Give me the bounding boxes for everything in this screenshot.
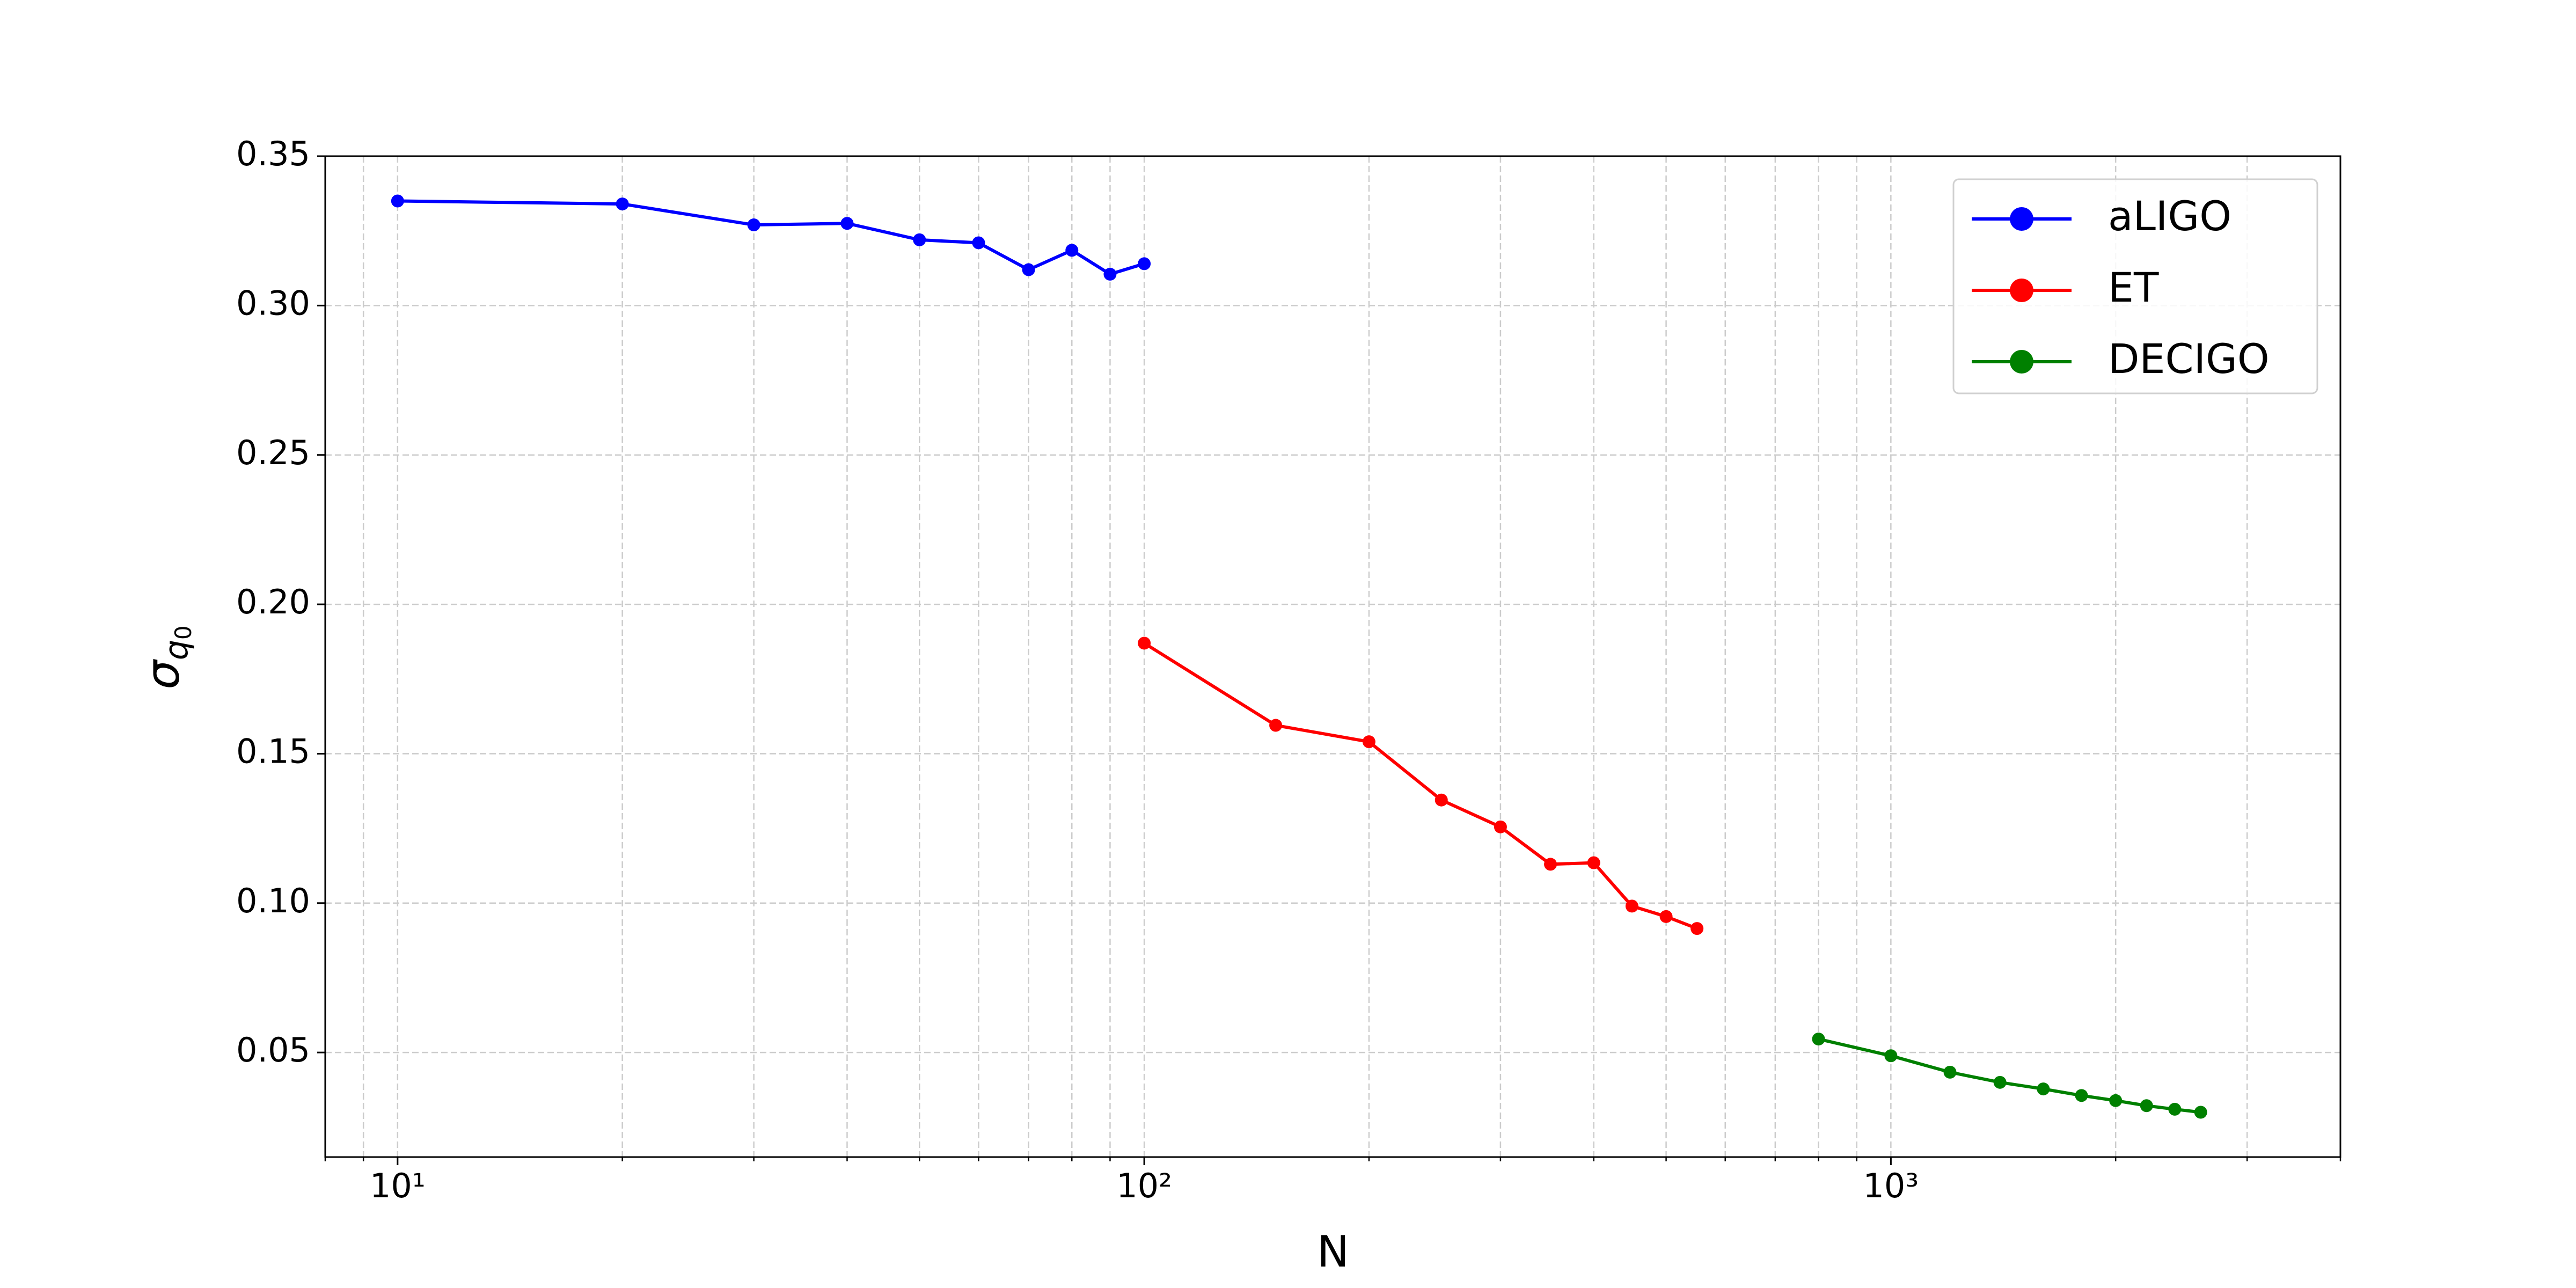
- legend-marker: [2010, 350, 2033, 374]
- data-point: [1659, 910, 1673, 923]
- data-point: [1812, 1033, 1825, 1046]
- data-point: [1435, 793, 1448, 807]
- data-point: [616, 197, 629, 211]
- data-point: [1494, 820, 1507, 833]
- data-point: [1103, 267, 1117, 281]
- y-tick-label: 0.10: [236, 881, 310, 920]
- series-line: [1143, 641, 1698, 930]
- data-point: [1362, 735, 1375, 749]
- x-axis-label: N: [1317, 1227, 1349, 1277]
- y-tick-label: 0.35: [236, 134, 310, 173]
- y-label-symbol: σ: [136, 659, 190, 690]
- data-point: [1587, 856, 1600, 869]
- legend-label: aLIGO: [2108, 192, 2231, 240]
- data-point: [2168, 1102, 2182, 1116]
- y-tick-label: 0.05: [236, 1030, 310, 1070]
- data-point: [1943, 1065, 1957, 1079]
- y-tick-label: 0.20: [236, 582, 310, 621]
- data-point: [747, 218, 760, 232]
- data-point: [1138, 636, 1151, 650]
- data-point: [2075, 1089, 2088, 1102]
- legend: aLIGO ET DECIGO: [1952, 178, 2318, 394]
- y-tick-label: 0.30: [236, 283, 310, 323]
- legend-label: ET: [2108, 264, 2159, 311]
- x-tick-label: 10²: [1116, 1166, 1172, 1205]
- y-axis-label: σq0: [136, 625, 196, 689]
- data-point: [1065, 244, 1079, 257]
- axes-frame: [324, 155, 2341, 1158]
- data-point: [913, 233, 926, 246]
- data-point: [1544, 858, 1557, 871]
- data-point: [1269, 719, 1283, 732]
- data-point: [2037, 1082, 2050, 1096]
- x-tick-label: 10³: [1863, 1166, 1919, 1205]
- plot-area: [391, 194, 2207, 1119]
- legend-box: [1952, 178, 2318, 394]
- data-point: [391, 194, 404, 208]
- legend-marker: [2010, 207, 2033, 231]
- data-point: [1993, 1075, 2007, 1089]
- legend-label: DECIGO: [2108, 335, 2270, 383]
- y-label-subsub: 0: [170, 625, 196, 640]
- series-line: [1818, 1037, 2201, 1114]
- data-point: [972, 236, 985, 250]
- data-point: [1884, 1049, 1898, 1063]
- y-label-sub: q: [158, 640, 195, 660]
- data-point: [2194, 1106, 2207, 1119]
- data-point: [1138, 257, 1151, 270]
- data-point: [1690, 922, 1704, 935]
- data-point: [1022, 263, 1035, 276]
- legend-marker: [2010, 279, 2033, 302]
- y-tick-label: 0.25: [236, 433, 310, 472]
- data-point: [2109, 1094, 2123, 1107]
- data-point: [1625, 899, 1638, 913]
- y-tick-label: 0.15: [236, 732, 310, 771]
- data-point: [2140, 1099, 2153, 1113]
- x-tick-label: 10¹: [370, 1166, 426, 1205]
- series-line: [397, 199, 1145, 276]
- data-point: [840, 217, 854, 230]
